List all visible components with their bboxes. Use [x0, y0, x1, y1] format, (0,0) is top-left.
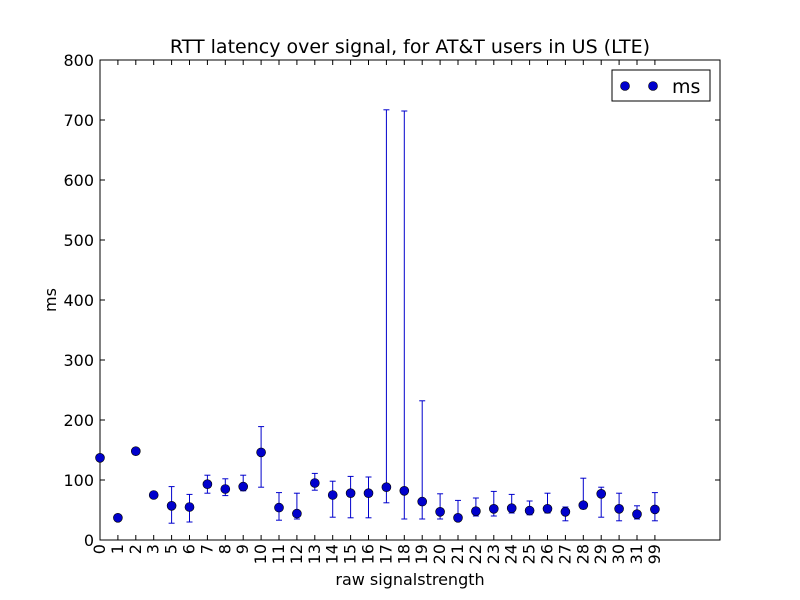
y-tick-label: 500 [63, 231, 94, 250]
x-axis-title: raw signalstrength [335, 570, 484, 589]
data-points [95, 446, 660, 523]
x-tick-label: 30 [609, 544, 628, 564]
data-point [309, 478, 320, 488]
data-point [166, 500, 177, 511]
data-point [256, 447, 266, 458]
y-tick-label: 100 [63, 471, 94, 490]
data-point [148, 490, 159, 500]
data-point [614, 503, 624, 514]
y-tick-label: 800 [63, 51, 94, 70]
x-tick-label: 10 [251, 544, 270, 564]
x-tick-label: 22 [466, 544, 485, 564]
data-point [578, 500, 589, 511]
x-tick-label: 16 [359, 544, 378, 564]
legend-marker [648, 81, 658, 91]
x-tick-label: 6 [180, 544, 199, 554]
x-tick-label: 24 [502, 544, 521, 564]
x-tick-label: 23 [484, 544, 503, 564]
x-tick-label: 11 [269, 544, 288, 564]
x-tick-label: 2 [126, 544, 145, 554]
y-tick-label: 300 [63, 351, 94, 370]
plot-frame [99, 59, 721, 541]
x-tick-label: 5 [162, 544, 181, 554]
x-tick-label: 8 [215, 544, 234, 554]
x-tick-label: 25 [520, 544, 539, 564]
x-tick-label: 19 [412, 544, 431, 564]
data-point [327, 490, 338, 500]
data-point [435, 506, 445, 517]
data-point [202, 479, 213, 490]
data-point [417, 496, 428, 507]
y-tick-label: 400 [63, 291, 94, 310]
legend-marker [620, 81, 630, 91]
x-tick-label: 29 [591, 544, 610, 564]
data-point [453, 512, 463, 523]
data-point [238, 481, 248, 492]
x-tick-label: 14 [323, 544, 342, 564]
x-tick-label: 13 [305, 544, 324, 564]
x-axis: 0123567891011121314151617181920212223242… [90, 60, 664, 564]
x-tick-label: 28 [573, 544, 592, 564]
y-tick-label: 200 [63, 411, 94, 430]
data-point [274, 502, 284, 513]
x-tick-label: 7 [197, 544, 216, 554]
data-point [131, 446, 141, 457]
x-tick-label: 20 [430, 544, 449, 564]
data-point [399, 485, 410, 496]
x-tick-label: 18 [394, 544, 413, 564]
data-point [292, 508, 302, 519]
data-point [471, 506, 481, 517]
data-point [650, 504, 660, 515]
data-point [95, 452, 105, 463]
x-tick-label: 9 [233, 544, 252, 554]
data-point [560, 506, 571, 517]
x-tick-label: 3 [144, 544, 163, 554]
data-point [542, 503, 553, 514]
legend-label: ms [672, 76, 700, 98]
y-tick-label: 700 [63, 111, 94, 130]
x-tick-label: 27 [555, 544, 574, 564]
x-tick-label: 31 [627, 544, 646, 564]
x-tick-label: 26 [538, 544, 557, 564]
data-point [381, 482, 392, 493]
data-point [363, 488, 374, 499]
y-axis: 0 100 200 300 400 500 600 700 800 [63, 51, 720, 550]
x-tick-label: 0 [90, 544, 109, 554]
data-point [524, 505, 535, 516]
x-tick-label: 15 [341, 544, 360, 564]
data-point [632, 509, 642, 520]
x-tick-label: 99 [645, 544, 664, 564]
data-point [113, 512, 123, 523]
x-tick-label: 17 [376, 544, 395, 564]
x-tick-label: 1 [108, 544, 127, 554]
data-point [488, 503, 499, 514]
x-tick-label: 12 [287, 544, 306, 564]
data-point [345, 488, 356, 499]
data-point [184, 502, 195, 512]
data-point [596, 488, 607, 499]
y-axis-title: ms [41, 288, 60, 312]
x-tick-label: 21 [448, 544, 467, 564]
y-tick-label: 600 [63, 171, 94, 190]
legend: ms [611, 69, 711, 102]
chart-title: RTT latency over signal, for AT&T users … [170, 36, 650, 58]
data-point [220, 484, 231, 494]
y-tick-label: 0 [84, 531, 94, 550]
data-point [506, 503, 517, 514]
